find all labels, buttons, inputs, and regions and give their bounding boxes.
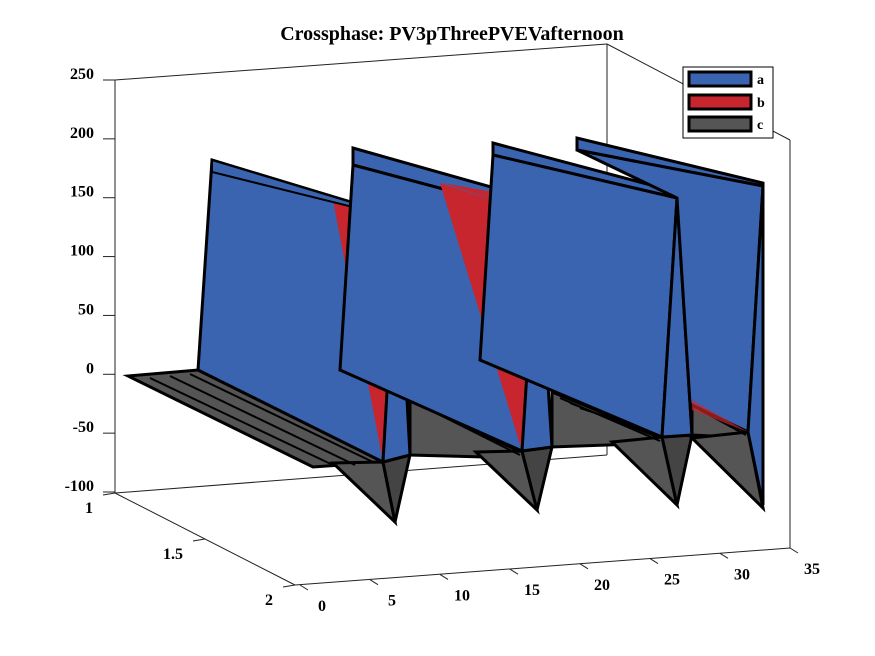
y-tick-mark (192, 538, 206, 542)
x-tick-label: 25 (664, 572, 680, 589)
y-axis-ticks: 11.52 (85, 492, 296, 609)
x-tick-label: 5 (388, 593, 396, 610)
legend-item-a: a (687, 70, 764, 88)
x-tick-mark (789, 547, 799, 554)
y-tick-label: 1 (85, 500, 93, 517)
x-tick-mark (369, 579, 379, 586)
z-tick-label: 100 (70, 243, 94, 260)
z-tick-label: 150 (70, 184, 94, 201)
surface-plot (122, 136, 766, 527)
x-tick-label: 30 (734, 566, 750, 583)
x-tick-label: 0 (318, 598, 326, 615)
y-tick-mark (102, 492, 116, 496)
svg-text:b: b (757, 96, 765, 111)
x-tick-label: 35 (804, 561, 820, 578)
svg-text:c: c (757, 118, 763, 133)
x-tick-mark (509, 568, 519, 575)
x-axis-ticks: 0 5 10 15 20 25 30 35 (299, 547, 820, 615)
svg-text:a: a (757, 73, 764, 88)
x-tick-mark (439, 574, 449, 580)
x-tick-mark (649, 558, 659, 564)
z-tick-label: -50 (73, 419, 94, 436)
x-tick-mark (719, 552, 729, 559)
legend-item-c: c (687, 115, 763, 133)
z-tick-label: 50 (78, 301, 94, 318)
chart-title: Crossphase: PV3pThreePVEVafternoon (280, 23, 624, 45)
y-tick-label: 2 (265, 592, 273, 609)
legend: a b c (682, 66, 774, 139)
legend-item-b: b (687, 93, 765, 111)
x-tick-mark (579, 563, 589, 570)
y-tick-label: 1.5 (163, 546, 183, 563)
z-tick-label: 200 (70, 125, 94, 142)
x-tick-label: 10 (454, 587, 470, 604)
z-tick-label: 250 (70, 66, 94, 83)
z-tick-label: -100 (65, 478, 94, 495)
ridge-4 (575, 136, 765, 506)
x-tick-label: 20 (594, 577, 610, 594)
x-tick-label: 15 (524, 582, 540, 599)
x-tick-mark (299, 584, 309, 591)
y-tick-mark (282, 584, 296, 588)
z-tick-label: 0 (86, 360, 94, 377)
z-axis-ticks: 250 200 150 100 50 0 -50 -100 (65, 66, 115, 495)
